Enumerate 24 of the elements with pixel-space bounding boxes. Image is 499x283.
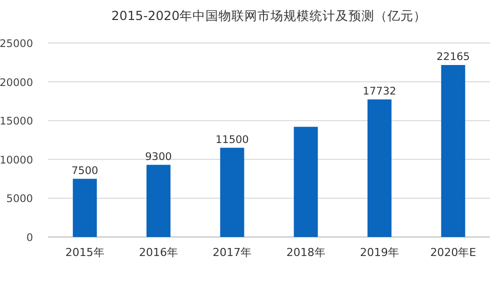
- y-tick-label: 25000: [0, 38, 33, 50]
- data-label: 11500: [215, 134, 249, 146]
- bar: [294, 126, 318, 237]
- data-label: 22165: [436, 51, 470, 63]
- y-tick-label: 20000: [0, 76, 33, 89]
- x-tick-label: 2019年: [360, 246, 399, 259]
- data-label: 7500: [71, 164, 98, 177]
- chart-title: 2015-2020年中国物联网市场规模统计及预测（亿元）: [111, 8, 427, 23]
- y-tick-label: 0: [26, 232, 33, 244]
- x-tick-label: 2018年: [286, 246, 326, 259]
- data-label: 17732: [362, 85, 396, 98]
- bar: [368, 99, 392, 237]
- data-label: 9300: [145, 150, 172, 163]
- y-tick-label: 10000: [0, 154, 33, 166]
- y-tick-label: 5000: [6, 193, 33, 206]
- x-tick-label: 2017年: [212, 246, 252, 259]
- bar: [441, 65, 466, 237]
- bar: [146, 164, 170, 237]
- x-tick-label: 2016年: [139, 246, 178, 259]
- bar: [220, 148, 244, 237]
- x-tick-label: 2020年E: [430, 246, 476, 259]
- x-tick-label: 2015年: [65, 246, 104, 259]
- bar: [72, 178, 97, 237]
- y-tick-label: 15000: [0, 116, 33, 128]
